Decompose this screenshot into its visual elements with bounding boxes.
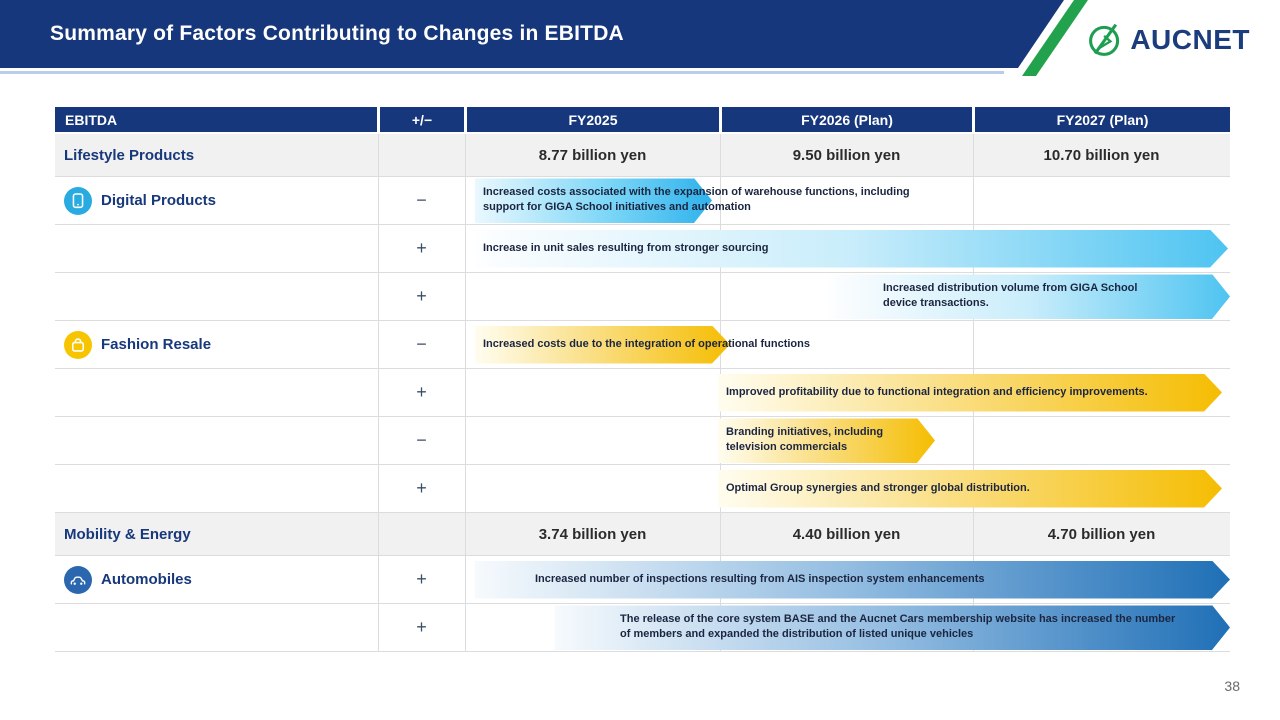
factor-text: Increased costs associated with the expa… [483, 185, 910, 214]
row-label-cell: Fashion Resale [55, 321, 378, 368]
row-label: Digital Products [101, 192, 217, 209]
value-cell: 3.74 billion yen [538, 525, 647, 543]
factor-row: Digital Products − Increased costs associa… [55, 177, 1230, 225]
sign-cell [378, 134, 465, 176]
value-cell: 4.40 billion yen [792, 525, 901, 543]
segment-summary-row: Mobility & Energy 3.74 billion yen 4.40 bi… [55, 513, 1230, 556]
value-cell: 4.70 billion yen [1047, 525, 1156, 543]
sign-cell: + [416, 617, 427, 637]
column-header-fy2026: FY2026 (Plan) [722, 107, 972, 132]
factor-arrow [475, 178, 712, 223]
value-cell: 10.70 billion yen [1043, 146, 1160, 164]
sign-cell: + [416, 382, 427, 402]
sign-cell: + [416, 286, 427, 306]
factor-row: Fashion Resale − Increased costs due to th… [55, 321, 1230, 369]
factor-arrow [555, 605, 1230, 650]
factor-row: Automobiles + Increased number of inspecti… [55, 556, 1230, 604]
factor-arrow [475, 561, 1230, 599]
table-body: Lifestyle Products 8.77 billion yen 9.50 b… [55, 134, 1230, 652]
factor-row: + Optimal Group synergies and stronger gl… [55, 465, 1230, 513]
aucnet-logo-icon [1087, 22, 1123, 58]
factor-row: + Increase in unit sales resulting from s… [55, 225, 1230, 273]
factor-row: − Branding initiatives, including televis… [55, 417, 1230, 465]
factor-text: Increased distribution volume from GIGA … [883, 281, 1138, 310]
aucnet-logo: AUCNET [1087, 22, 1250, 58]
car-icon [64, 565, 92, 594]
row-label-cell [55, 273, 378, 320]
table-header-row: EBITDA +/− FY2025 FY2026 (Plan) FY2027 (… [55, 107, 1230, 132]
row-label-cell: Lifestyle Products [55, 134, 378, 176]
tablet-icon [64, 186, 92, 215]
page-number: 38 [1224, 678, 1240, 694]
row-label: Automobiles [101, 571, 192, 588]
factor-text: Branding initiatives, including televisi… [726, 425, 884, 454]
factor-text: Optimal Group synergies and stronger glo… [726, 481, 1030, 494]
row-label: Fashion Resale [101, 336, 212, 353]
column-header-fy2027: FY2027 (Plan) [975, 107, 1230, 132]
column-header-sign: +/− [380, 107, 464, 132]
segment-summary-row: Lifestyle Products 8.77 billion yen 9.50 b… [55, 134, 1230, 177]
value-cell: 9.50 billion yen [792, 146, 901, 164]
sign-cell: + [416, 569, 427, 589]
factor-text: The release of the core system BASE and … [620, 612, 1176, 641]
factor-arrow [718, 374, 1222, 412]
factor-arrow [718, 418, 935, 463]
factor-text: Improved profitability due to functional… [726, 385, 1148, 398]
factor-arrow [475, 326, 730, 364]
factor-arrow [828, 274, 1230, 319]
ebitda-table: EBITDA +/− FY2025 FY2026 (Plan) FY2027 (… [55, 107, 1230, 652]
sign-cell: − [416, 190, 427, 210]
row-label-cell: Digital Products [55, 177, 378, 224]
page-title: Summary of Factors Contributing to Chang… [50, 22, 624, 45]
sign-cell [378, 513, 465, 555]
factor-text: Increased costs due to the integration o… [483, 337, 810, 350]
column-header-ebitda: EBITDA [55, 107, 377, 132]
column-divider [378, 134, 379, 652]
row-label-cell: Automobiles [55, 556, 378, 603]
handbag-icon [64, 330, 92, 359]
header-bar: Summary of Factors Contributing to Chang… [0, 0, 1064, 68]
row-label: Lifestyle Products [64, 146, 195, 164]
factor-text: Increase in unit sales resulting from st… [483, 241, 769, 254]
value-cell: 8.77 billion yen [538, 146, 647, 164]
row-label: Mobility & Energy [64, 525, 191, 543]
column-divider [465, 134, 466, 652]
sign-cell: − [416, 430, 427, 450]
row-label-cell [55, 465, 378, 512]
aucnet-logo-text: AUCNET [1130, 24, 1250, 55]
row-label-cell [55, 604, 378, 651]
column-header-fy2025: FY2025 [467, 107, 719, 132]
factor-row: + Improved profitability due to functiona… [55, 369, 1230, 417]
factor-row: + The release of the core system BASE and… [55, 604, 1230, 652]
row-label-cell [55, 225, 378, 272]
factor-text: Increased number of inspections resultin… [535, 572, 985, 585]
factor-arrow [718, 470, 1222, 508]
row-label-cell: Mobility & Energy [55, 513, 378, 555]
header-underline-decoration [0, 71, 1004, 74]
row-label-cell [55, 369, 378, 416]
row-label-cell [55, 417, 378, 464]
sign-cell: − [416, 334, 427, 354]
factor-arrow [475, 230, 1228, 268]
sign-cell: + [416, 478, 427, 498]
factor-row: + Increased distribution volume from GIGA… [55, 273, 1230, 321]
sign-cell: + [416, 238, 427, 258]
